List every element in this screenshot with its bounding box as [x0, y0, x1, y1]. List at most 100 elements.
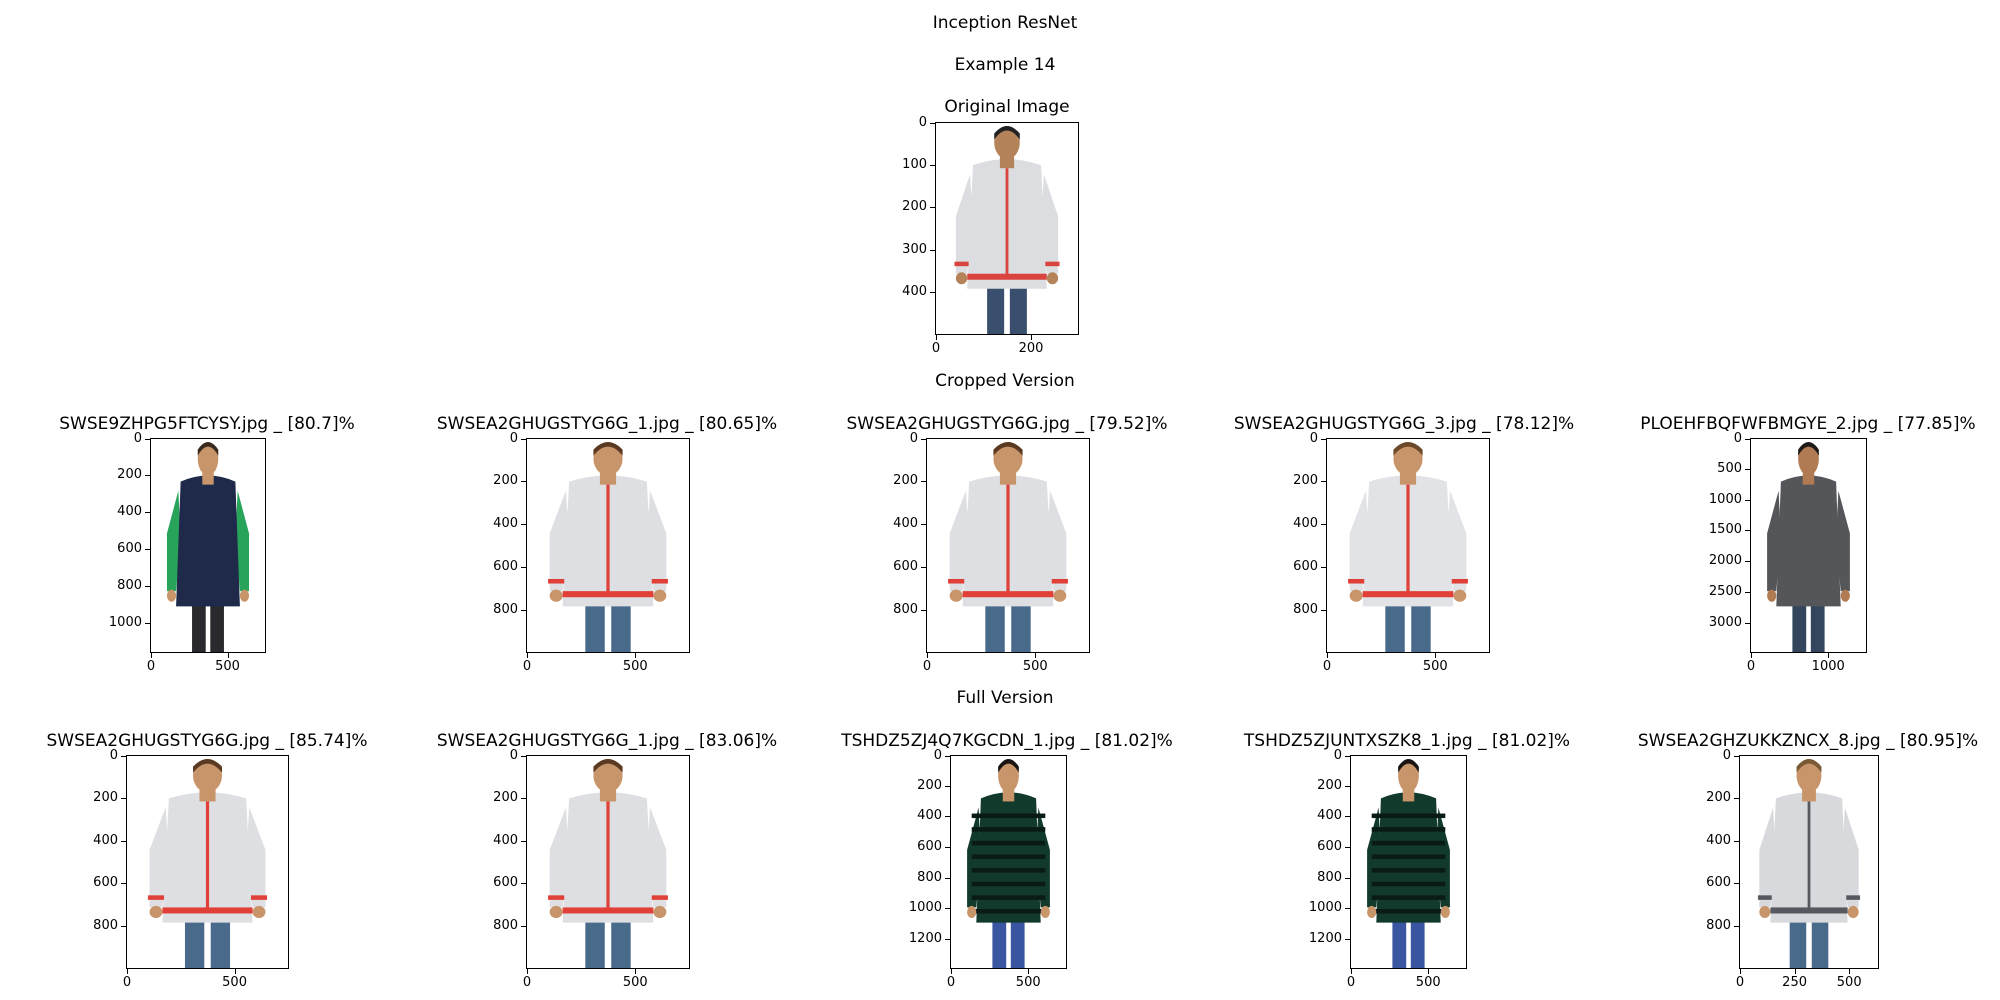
product-photo [151, 439, 265, 652]
y-tick-label: 0 [918, 115, 927, 130]
cropped-result-label: PLOEHFBQFWFBMGYE_2.jpg _ [77.85]% [1640, 414, 1976, 434]
x-tick-mark [1751, 653, 1752, 658]
y-tick-label: 1000 [108, 614, 142, 630]
full-result-label: SWSEA2GHZUKKZNCX_8.jpg _ [80.95]% [1637, 731, 1979, 751]
y-tick-label: 0 [133, 431, 142, 446]
x-tick-mark [127, 969, 128, 974]
y-tick-mark [145, 511, 150, 513]
x-tick-label: 500 [215, 659, 240, 674]
x-tick-mark [1035, 653, 1037, 658]
y-tick-mark [921, 439, 926, 440]
x-tick-mark [234, 969, 236, 974]
product-photo [1327, 439, 1489, 652]
y-tick-mark [1321, 567, 1326, 568]
y-tick-mark [930, 123, 935, 124]
y-tick-label: 200 [493, 789, 518, 805]
cropped-result-image [150, 438, 266, 653]
product-photo [1351, 756, 1466, 968]
y-tick-label: 0 [109, 748, 118, 763]
cropped-result-image [526, 438, 690, 653]
y-tick-mark [1745, 622, 1750, 624]
x-tick-mark [936, 335, 937, 340]
x-tick-label: 0 [1322, 659, 1332, 674]
y-tick-mark [921, 524, 926, 525]
y-tick-label: 0 [1733, 431, 1742, 446]
y-tick-label: 600 [917, 839, 942, 855]
y-tick-label: 800 [1293, 602, 1318, 617]
y-tick-mark [1745, 561, 1750, 563]
y-tick-mark [521, 756, 526, 757]
y-tick-label: 600 [93, 875, 118, 891]
y-tick-mark [945, 816, 950, 818]
x-tick-label: 500 [1415, 975, 1441, 990]
x-tick-label: 0 [522, 975, 532, 990]
y-tick-label: 0 [1722, 748, 1731, 763]
y-tick-label: 800 [117, 577, 142, 593]
y-tick-mark [521, 840, 526, 842]
cropped-result-image [1326, 438, 1490, 653]
y-tick-label: 800 [93, 918, 118, 934]
y-tick-mark [1321, 610, 1326, 611]
y-tick-label: 600 [493, 875, 518, 891]
y-tick-mark [1345, 816, 1350, 818]
y-tick-mark [930, 164, 935, 166]
x-tick-mark [951, 969, 952, 974]
y-tick-mark [1321, 481, 1326, 482]
x-tick-mark [1327, 653, 1328, 658]
example-label: Example 14 [954, 55, 1056, 75]
x-tick-mark [151, 653, 152, 658]
y-tick-mark [1345, 939, 1350, 941]
y-tick-label: 300 [902, 241, 927, 257]
y-tick-mark [921, 481, 926, 482]
cropped-result-image [1750, 438, 1867, 653]
y-tick-label: 600 [1317, 839, 1342, 855]
y-tick-label: 800 [893, 602, 918, 617]
x-tick-mark [527, 653, 528, 658]
x-tick-label: 250 [1782, 975, 1808, 990]
y-tick-label: 400 [1293, 516, 1318, 531]
y-tick-mark [145, 474, 150, 476]
full-result-image [1350, 755, 1467, 969]
y-tick-label: 400 [902, 284, 927, 300]
cropped-version-title: Cropped Version [935, 371, 1075, 391]
x-tick-mark [1828, 653, 1830, 658]
y-tick-mark [121, 840, 126, 842]
y-tick-mark [930, 207, 935, 209]
x-tick-mark [1031, 335, 1033, 340]
x-tick-label: 200 [1018, 341, 1044, 356]
y-tick-label: 400 [1706, 832, 1731, 848]
y-tick-mark [521, 797, 526, 799]
full-result-label: TSHDZ5ZJUNTXSZK8_1.jpg _ [81.02]% [1243, 731, 1571, 751]
x-tick-label: 0 [122, 975, 132, 990]
x-tick-label: 0 [1735, 975, 1745, 990]
y-tick-mark [121, 883, 126, 885]
y-tick-mark [1745, 468, 1750, 470]
full-result-image [950, 755, 1067, 969]
product-photo [1751, 439, 1866, 652]
y-tick-label: 200 [917, 777, 942, 793]
y-tick-label: 1000 [1308, 900, 1342, 916]
y-tick-label: 200 [493, 473, 518, 488]
x-tick-label: 500 [1836, 975, 1862, 990]
x-tick-mark [635, 653, 637, 658]
y-tick-label: 1000 [908, 900, 942, 916]
y-tick-mark [945, 847, 950, 849]
product-photo [951, 756, 1066, 968]
product-photo [527, 756, 689, 968]
y-tick-mark [521, 926, 526, 928]
cropped-result-label: SWSEA2GHUGSTYG6G_3.jpg _ [78.12]% [1233, 414, 1575, 434]
cropped-result-label: SWSE9ZHPG5FTCYSY.jpg _ [80.7]% [59, 414, 355, 434]
cropped-result-label: SWSEA2GHUGSTYG6G.jpg _ [79.52]% [846, 414, 1168, 434]
y-tick-label: 800 [917, 869, 942, 885]
product-photo [936, 123, 1078, 334]
y-tick-mark [945, 756, 950, 757]
y-tick-mark [1734, 797, 1739, 799]
y-tick-mark [121, 797, 126, 799]
y-tick-mark [945, 908, 950, 910]
x-tick-label: 0 [1746, 659, 1756, 674]
y-tick-mark [121, 926, 126, 928]
x-tick-mark [1740, 969, 1741, 974]
y-tick-label: 200 [1293, 473, 1318, 488]
y-tick-mark [930, 249, 935, 251]
